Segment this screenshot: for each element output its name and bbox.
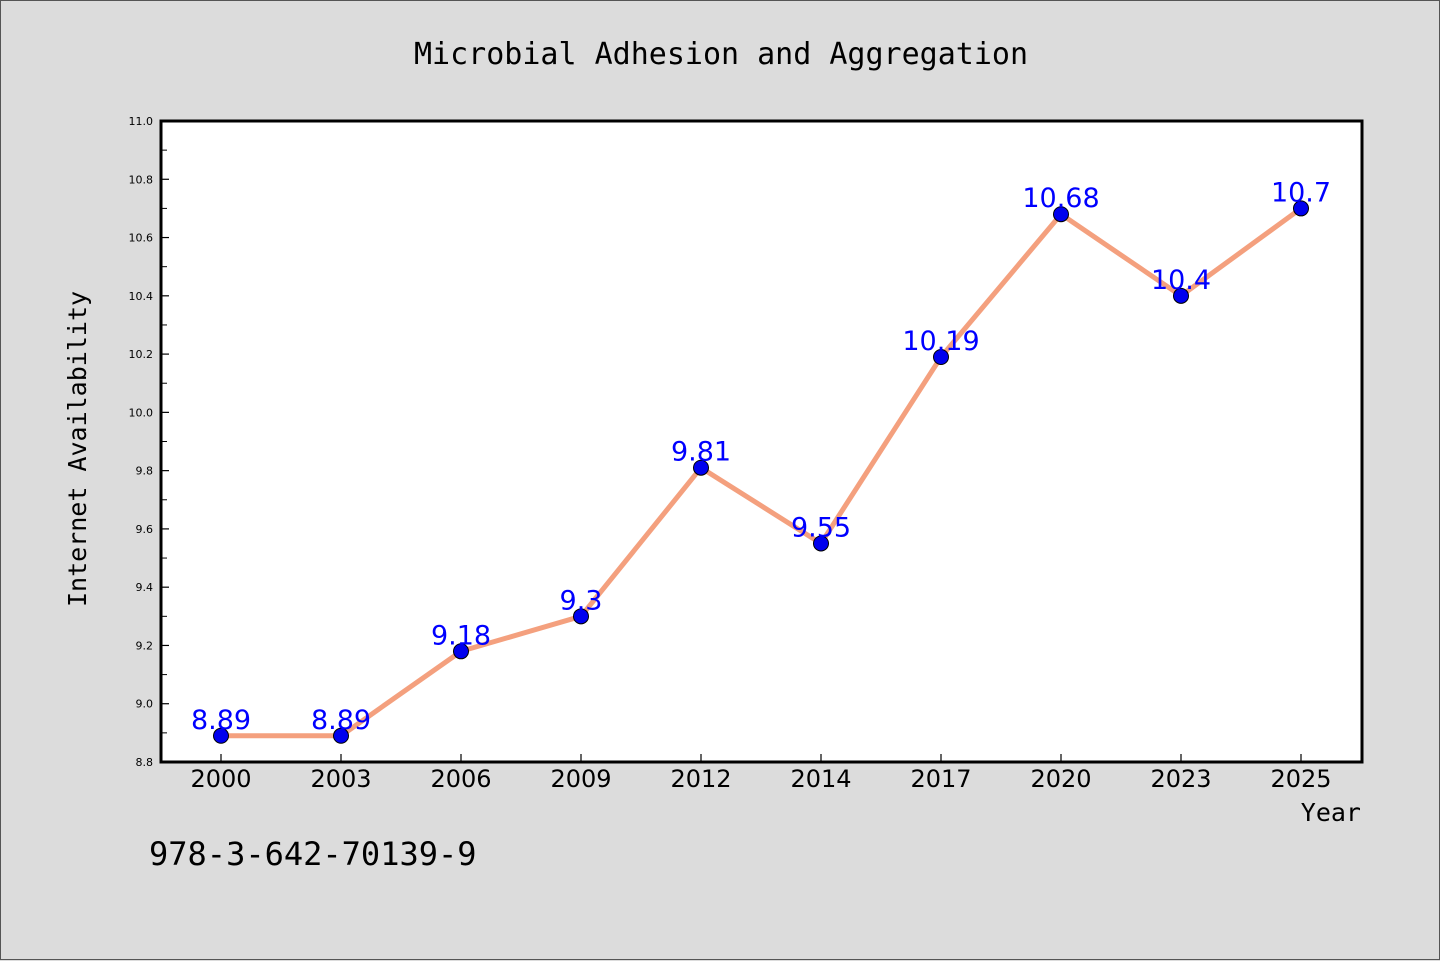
y-axis-label: Internet Availability — [63, 291, 92, 607]
data-label: 8.89 — [191, 705, 251, 736]
x-tick-label: 2006 — [430, 765, 491, 793]
x-tick-label: 2025 — [1270, 765, 1331, 793]
data-label: 9.3 — [560, 585, 603, 616]
x-tick-label: 2009 — [550, 765, 611, 793]
y-tick-label: 11.0 — [129, 115, 154, 128]
data-label: 9.81 — [671, 437, 731, 468]
data-label: 10.4 — [1151, 265, 1211, 296]
y-tick-label: 10.2 — [129, 348, 154, 361]
x-tick-label: 2000 — [190, 765, 251, 793]
data-point — [333, 727, 349, 744]
data-label: 9.18 — [431, 620, 491, 651]
series-line-group — [218, 205, 1304, 739]
y-tick-label: 10.4 — [129, 290, 154, 303]
data-point — [573, 608, 589, 625]
data-point — [693, 459, 709, 476]
series-markers-group — [213, 200, 1309, 744]
y-tick-label: 9.0 — [136, 698, 154, 711]
y-tick-label: 9.6 — [136, 523, 154, 536]
data-point — [933, 349, 949, 366]
x-tick-label: 2017 — [910, 765, 971, 793]
chart-title: Microbial Adhesion and Aggregation — [414, 37, 1028, 72]
data-label: 8.89 — [311, 705, 371, 736]
x-tick-label: 2014 — [790, 765, 851, 793]
y-tick-label: 8.8 — [136, 756, 154, 769]
data-label: 10.68 — [1022, 183, 1099, 214]
y-tick-label: 9.4 — [136, 581, 154, 594]
data-point — [1053, 206, 1069, 223]
x-tick-label: 2020 — [1030, 765, 1091, 793]
x-tick-label: 2003 — [310, 765, 371, 793]
data-point — [1173, 287, 1189, 304]
x-axis-ticks: 2000 2003 2006 2009 2012 2014 2017 2020 2023 2025 — [190, 754, 1332, 793]
data-point — [453, 643, 469, 660]
data-point — [1293, 200, 1309, 217]
data-label: 9.55 — [791, 512, 851, 543]
series-line — [218, 205, 1304, 739]
data-point — [213, 727, 229, 744]
data-label: 10.19 — [902, 326, 979, 357]
x-tick-label: 2012 — [670, 765, 731, 793]
y-tick-label: 9.8 — [136, 465, 154, 478]
data-label: 10.7 — [1271, 177, 1331, 208]
data-labels-group: 8.89 8.89 9.18 9.3 9.81 9.55 10.19 10.68 10.4 10.… — [191, 177, 1331, 735]
y-tick-label: 9.2 — [136, 639, 154, 652]
y-tick-label: 10.8 — [129, 173, 154, 186]
y-axis-ticks: 8.8 9.0 9.2 9.4 9.6 9.8 10.0 10.2 10.4 10.6 10.8 11… — [129, 115, 169, 769]
x-axis-label: Year — [1301, 798, 1361, 827]
x-tick-label: 2023 — [1150, 765, 1211, 793]
data-point — [813, 535, 829, 552]
y-tick-label: 10.0 — [129, 406, 154, 419]
y-tick-label: 10.6 — [129, 232, 154, 245]
plot-area — [159, 119, 1364, 764]
